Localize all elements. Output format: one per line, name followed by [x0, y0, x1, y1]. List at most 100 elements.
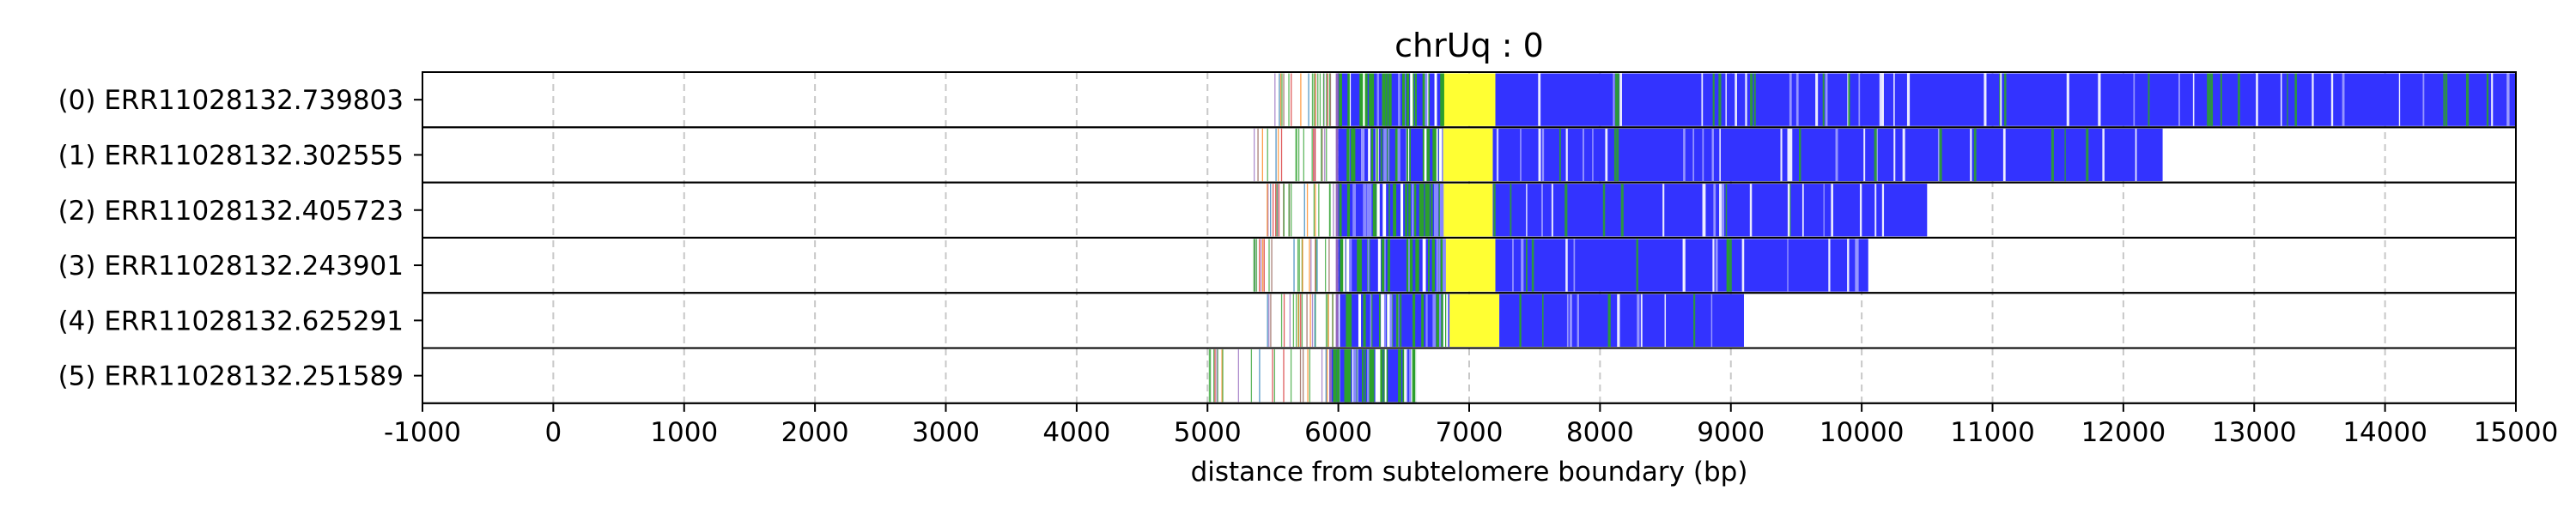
- variant-stripe: [1848, 73, 1850, 126]
- variant-stripe: [1405, 349, 1408, 403]
- variant-stripe: [1712, 73, 1715, 126]
- variant-stripe: [1434, 73, 1437, 126]
- variant-stripe: [1388, 184, 1390, 237]
- variant-stripe: [1443, 294, 1446, 347]
- variant-stripe: [1735, 73, 1737, 126]
- variant-stripe: [1712, 239, 1715, 292]
- scatter-variant-line: [1277, 184, 1279, 237]
- variant-stripe: [1364, 73, 1368, 126]
- repeat-block: [1499, 294, 1744, 347]
- scatter-variant-line: [1283, 73, 1285, 126]
- variant-stripe: [1415, 349, 1419, 403]
- variant-stripe: [1521, 239, 1524, 292]
- variant-stripe: [1336, 349, 1340, 403]
- scatter-variant-line: [1325, 294, 1327, 347]
- variant-stripe: [1339, 73, 1342, 126]
- variant-stripe: [1984, 73, 1987, 126]
- variant-stripe: [1421, 184, 1425, 237]
- variant-stripe: [1640, 294, 1643, 347]
- variant-stripe: [1719, 128, 1721, 182]
- boundary-marker: [1335, 184, 1339, 237]
- variant-stripe: [1801, 184, 1804, 237]
- scatter-variant-line: [1261, 128, 1263, 182]
- variant-stripe: [2064, 128, 2066, 182]
- variant-stripe: [1433, 184, 1437, 237]
- scatter-variant-line: [1313, 73, 1315, 126]
- variant-stripe: [1617, 294, 1620, 347]
- variant-stripe: [1410, 239, 1413, 292]
- scatter-variant-line: [1288, 73, 1290, 126]
- variant-stripe: [1434, 128, 1437, 182]
- variant-stripe: [2330, 73, 2334, 126]
- variant-stripe: [1702, 184, 1704, 237]
- variant-stripe: [1787, 239, 1789, 292]
- variant-stripe: [2135, 128, 2137, 182]
- variant-stripe: [1859, 184, 1862, 237]
- variant-stripe: [1711, 128, 1714, 182]
- variant-stripe: [1496, 128, 1499, 182]
- variant-stripe: [1347, 128, 1350, 182]
- variant-stripe: [1370, 294, 1372, 347]
- variant-stripe: [1422, 239, 1426, 292]
- variant-stripe: [1441, 128, 1443, 182]
- variant-stripe: [1729, 239, 1732, 292]
- variant-stripe: [1565, 239, 1568, 292]
- variant-stripe: [2238, 73, 2240, 126]
- variant-stripe: [1541, 128, 1545, 182]
- scatter-variant-line: [1299, 349, 1302, 403]
- variant-stripe: [1753, 73, 1756, 126]
- variant-stripe: [1410, 73, 1413, 126]
- variant-stripe: [1426, 128, 1431, 182]
- x-tick-label: 7000: [1436, 417, 1504, 448]
- variant-stripe: [2422, 73, 2425, 126]
- variant-stripe: [1342, 239, 1346, 292]
- scatter-variant-line: [1321, 128, 1323, 182]
- x-tick-label: 3000: [912, 417, 980, 448]
- scatter-variant-line: [1272, 349, 1273, 403]
- variant-stripe: [1726, 239, 1729, 292]
- scatter-variant-line: [1297, 239, 1299, 292]
- variant-stripe: [1682, 239, 1684, 292]
- variant-stripe: [1602, 184, 1606, 237]
- scatter-variant-line: [1270, 294, 1272, 347]
- variant-stripe: [1607, 294, 1611, 347]
- scatter-variant-line: [1267, 294, 1268, 347]
- scatter-variant-line: [1332, 294, 1334, 347]
- x-tick-label: 4000: [1042, 417, 1110, 448]
- scatter-variant-line: [1295, 128, 1297, 182]
- variant-stripe: [1413, 294, 1414, 347]
- variant-stripe: [1387, 294, 1390, 347]
- scatter-variant-line: [1303, 128, 1304, 182]
- variant-stripe: [1427, 184, 1431, 237]
- variant-stripe: [1409, 128, 1411, 182]
- variant-stripe: [1428, 73, 1430, 126]
- variant-stripe: [1828, 239, 1831, 292]
- variant-stripe: [1406, 73, 1410, 126]
- variant-stripe: [1906, 73, 1911, 126]
- variant-stripe: [1372, 349, 1375, 403]
- variant-stripe: [1344, 349, 1347, 403]
- variant-stripe: [2004, 73, 2007, 126]
- variant-stripe: [2102, 128, 2105, 182]
- scatter-variant-line: [1333, 184, 1334, 237]
- scatter-variant-line: [1259, 349, 1261, 403]
- variant-stripe: [1702, 128, 1704, 182]
- variant-stripe: [1406, 239, 1409, 292]
- scatter-variant-line: [1275, 184, 1277, 237]
- variant-stripe: [1436, 239, 1438, 292]
- variant-stripe: [1893, 73, 1895, 126]
- variant-stripe: [1722, 184, 1724, 237]
- variant-stripe: [1406, 128, 1408, 182]
- variant-stripe: [2178, 73, 2180, 126]
- x-tick-label: 13000: [2212, 417, 2297, 448]
- x-tick-label: 9000: [1697, 417, 1765, 448]
- variant-stripe: [1973, 128, 1977, 182]
- variant-stripe: [1357, 239, 1360, 292]
- variant-stripe: [1789, 128, 1793, 182]
- variant-stripe: [1394, 128, 1398, 182]
- variant-stripe: [1664, 294, 1667, 347]
- variant-stripe: [1376, 73, 1380, 126]
- variant-stripe: [1558, 128, 1561, 182]
- x-axis-label: distance from subtelomere boundary (bp): [1191, 457, 1748, 488]
- scatter-variant-line: [1298, 239, 1300, 292]
